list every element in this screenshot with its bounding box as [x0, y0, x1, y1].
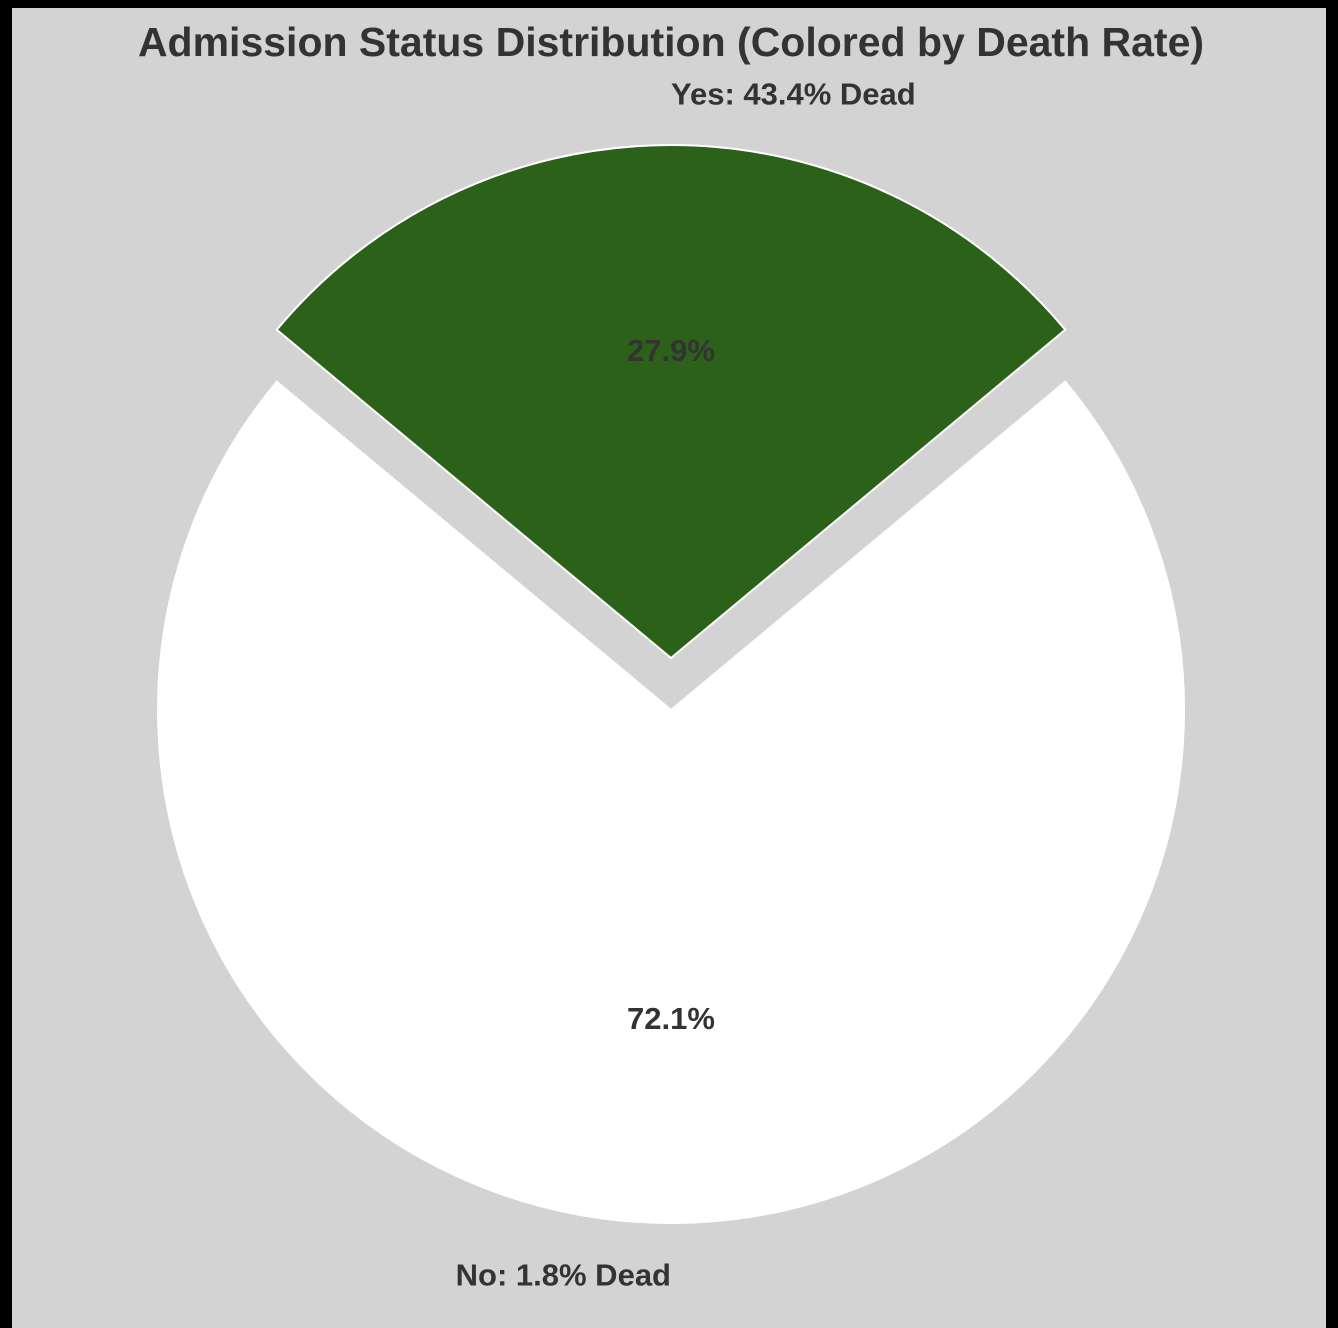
pie-labels: 27.9% Yes: 43.4% Dead 72.1% No: 1.8% Dead	[456, 77, 916, 1293]
pie-slice-yes	[275, 144, 1067, 660]
chart-title: Admission Status Distribution (Colored b…	[138, 19, 1204, 65]
slice-percent-no: 72.1%	[627, 1001, 715, 1036]
slice-label-no: No: 1.8% Dead	[456, 1257, 671, 1292]
pie-slice-no	[156, 380, 1185, 1225]
slice-percent-yes: 27.9%	[627, 333, 715, 368]
slice-label-yes: Yes: 43.4% Dead	[671, 77, 916, 112]
pie-wedges	[156, 144, 1185, 1225]
